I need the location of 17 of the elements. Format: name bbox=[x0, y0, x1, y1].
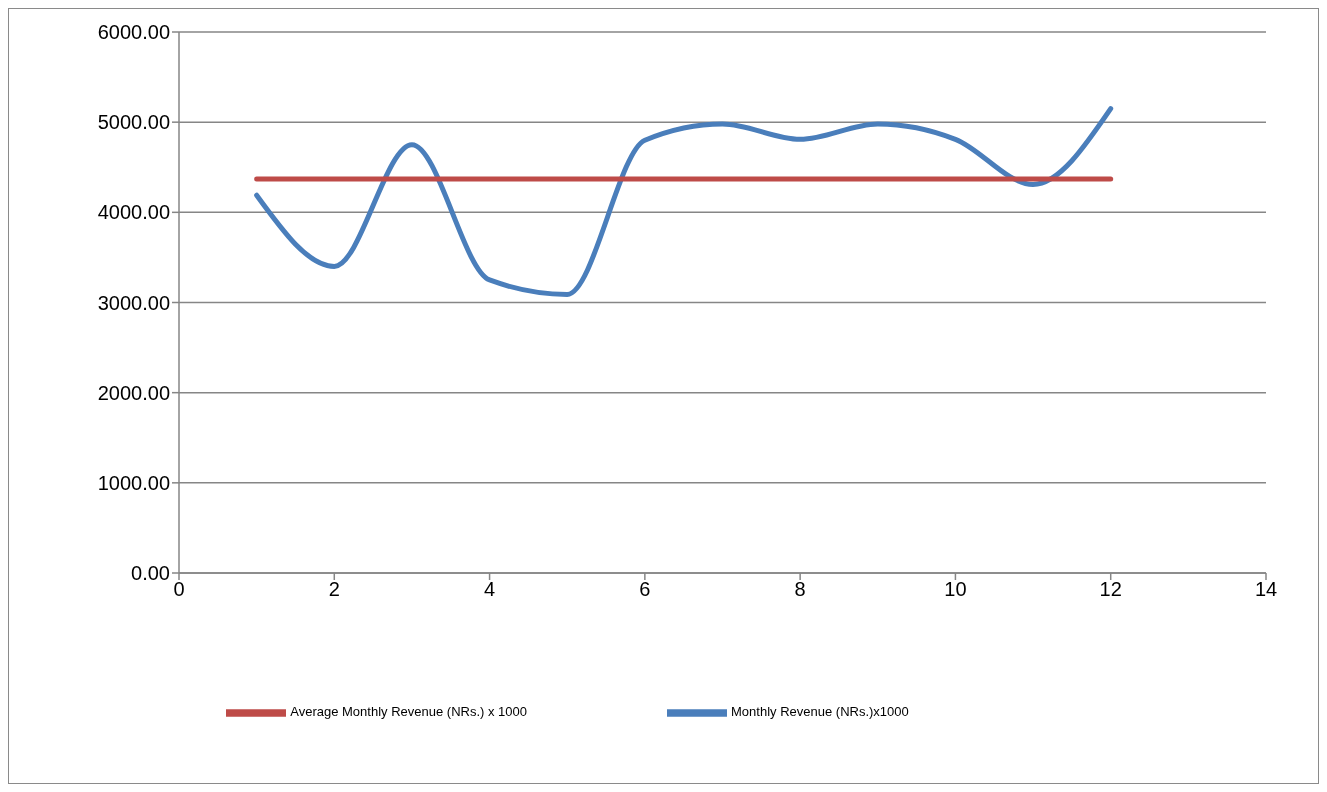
y-tick-label: 3000.00 bbox=[97, 291, 170, 314]
x-tick-label: 6 bbox=[639, 578, 651, 601]
y-tick-label: 0.00 bbox=[131, 562, 170, 585]
legend-label: Average Monthly Revenue (NRs.) x 1000 bbox=[290, 704, 528, 720]
x-tick-label: 0 bbox=[173, 578, 185, 601]
x-tick-label: 14 bbox=[1254, 578, 1278, 601]
legend-label: Monthly Revenue (NRs.)x1000 bbox=[731, 704, 909, 720]
x-tick-label: 4 bbox=[484, 578, 496, 601]
y-tick-label: 6000.00 bbox=[97, 21, 170, 44]
x-tick-label: 2 bbox=[328, 578, 340, 601]
y-tick-label: 4000.00 bbox=[97, 201, 170, 224]
x-tick-label: 10 bbox=[944, 578, 967, 601]
y-tick-label: 1000.00 bbox=[97, 471, 170, 494]
x-tick-label: 12 bbox=[1099, 578, 1122, 601]
x-tick-label: 8 bbox=[794, 578, 806, 601]
y-tick-label: 2000.00 bbox=[97, 381, 170, 404]
y-tick-label: 5000.00 bbox=[97, 111, 170, 134]
